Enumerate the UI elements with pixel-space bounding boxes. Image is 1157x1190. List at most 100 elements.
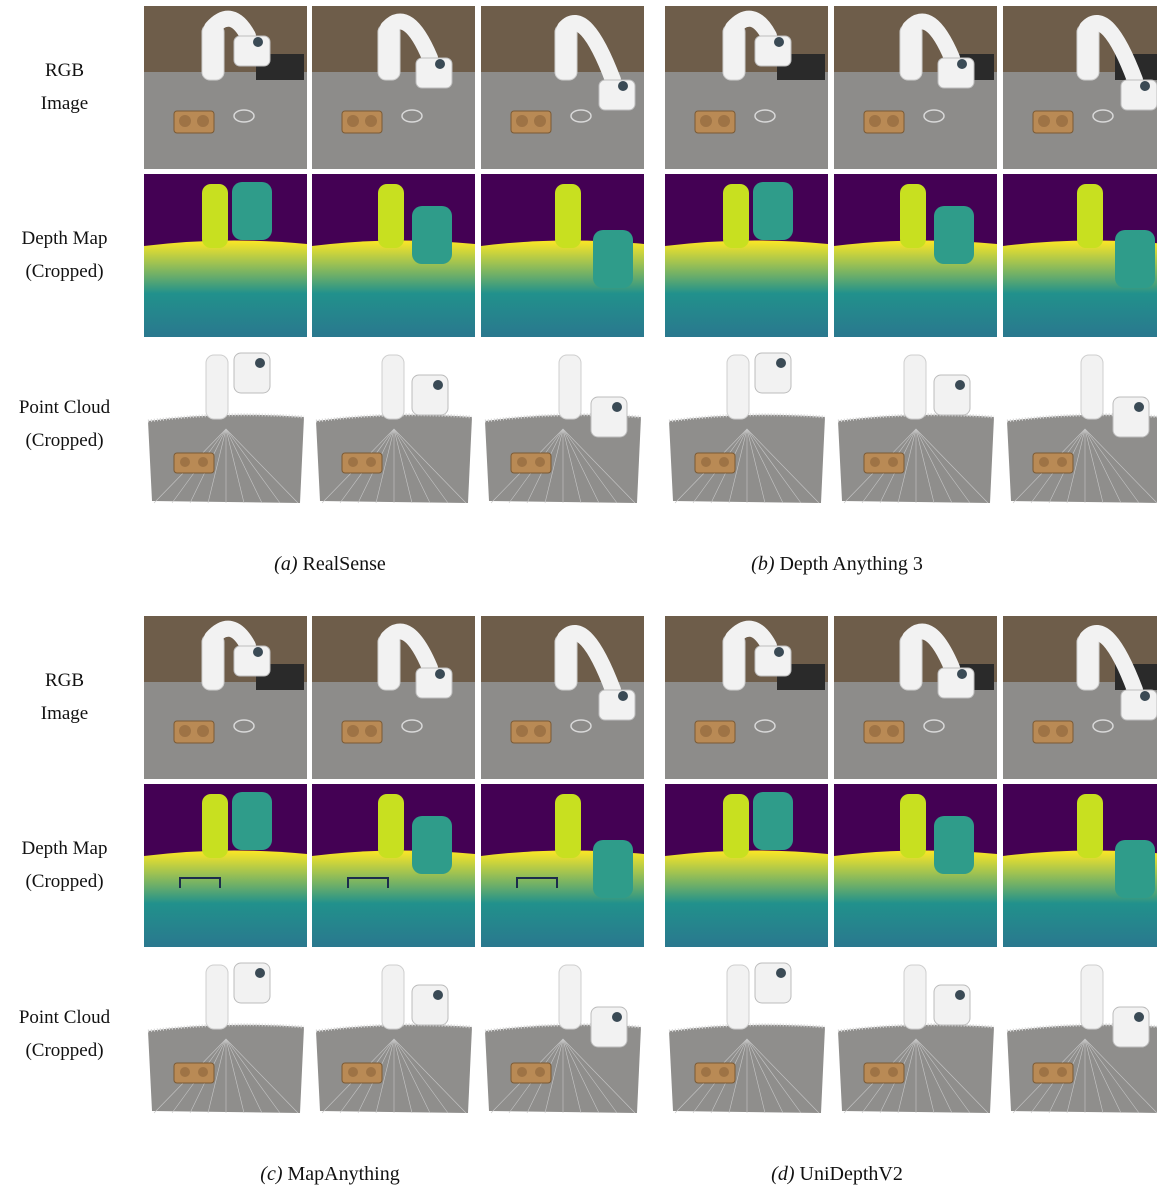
point-cloud-tile bbox=[834, 343, 997, 506]
rgb-image-image bbox=[312, 6, 475, 169]
row-label-depth-map: Depth Map (Cropped) bbox=[2, 222, 127, 288]
panel-caption-tag: (a) bbox=[274, 553, 298, 575]
rgb-image-tile bbox=[665, 616, 828, 779]
row-label-rgb-image: RGB Image bbox=[2, 664, 127, 730]
rgb-image-image bbox=[481, 616, 644, 779]
rgb-image-image bbox=[144, 6, 307, 169]
depth-map-tile bbox=[665, 174, 828, 337]
point-cloud-image bbox=[315, 964, 473, 1114]
depth-map-image bbox=[1003, 784, 1157, 947]
row-label-line: Depth Map bbox=[21, 228, 108, 249]
panel-caption-name: RealSense bbox=[302, 553, 386, 575]
point-cloud-image bbox=[668, 352, 826, 504]
row-label-line: Point Cloud bbox=[18, 1007, 111, 1028]
depth-map-tile bbox=[144, 174, 307, 337]
row-label-point-cloud: Point Cloud (Cropped) bbox=[2, 391, 127, 457]
row-label-line: Point Cloud bbox=[18, 397, 111, 418]
depth-map-tile bbox=[834, 784, 997, 947]
depth-map-image bbox=[481, 784, 644, 947]
point-cloud-image bbox=[147, 352, 305, 504]
point-cloud-tile bbox=[665, 953, 828, 1116]
row-label-line: (Cropped) bbox=[25, 430, 104, 451]
depth-map-tile bbox=[1003, 174, 1157, 337]
point-cloud-tile bbox=[665, 343, 828, 506]
panel-caption: (b) Depth Anything 3 bbox=[627, 553, 1047, 576]
depth-map-image bbox=[834, 174, 997, 337]
rgb-image-tile bbox=[481, 616, 644, 779]
point-cloud-image bbox=[668, 962, 826, 1114]
rgb-image-image bbox=[665, 616, 828, 779]
panel-caption-tag: (c) bbox=[260, 1163, 283, 1185]
depth-map-tile bbox=[834, 174, 997, 337]
depth-map-tile bbox=[312, 174, 475, 337]
rgb-image-image bbox=[834, 616, 997, 779]
point-cloud-image bbox=[315, 354, 473, 504]
panel-caption: (c) MapAnything bbox=[120, 1163, 540, 1186]
point-cloud-tile bbox=[144, 343, 307, 506]
rgb-image-tile bbox=[1003, 6, 1157, 169]
rgb-image-image bbox=[144, 616, 307, 779]
rgb-image-image bbox=[1003, 6, 1157, 169]
rgb-image-tile bbox=[834, 6, 997, 169]
row-label-line: Image bbox=[40, 703, 89, 724]
row-label-line: RGB bbox=[44, 670, 85, 691]
row-label-line: RGB bbox=[44, 60, 85, 81]
row-label-depth-map: Depth Map (Cropped) bbox=[2, 832, 127, 898]
panel-caption: (d) UniDepthV2 bbox=[627, 1163, 1047, 1186]
row-label-line: Depth Map bbox=[21, 838, 108, 859]
rgb-image-tile bbox=[144, 6, 307, 169]
depth-map-image bbox=[144, 174, 307, 337]
panel-caption-name: Depth Anything 3 bbox=[779, 553, 923, 575]
rgb-image-image bbox=[312, 616, 475, 779]
rgb-image-tile bbox=[144, 616, 307, 779]
depth-map-image bbox=[665, 784, 828, 947]
depth-map-image bbox=[481, 174, 644, 337]
row-label-line: (Cropped) bbox=[25, 261, 104, 282]
point-cloud-tile bbox=[834, 953, 997, 1116]
point-cloud-tile bbox=[1003, 343, 1157, 506]
panel-caption: (a) RealSense bbox=[120, 553, 540, 576]
row-label-line: (Cropped) bbox=[25, 871, 104, 892]
depth-map-tile bbox=[312, 784, 475, 947]
depth-map-image bbox=[834, 784, 997, 947]
point-cloud-tile bbox=[1003, 953, 1157, 1116]
rgb-image-tile bbox=[834, 616, 997, 779]
depth-map-tile bbox=[481, 784, 644, 947]
panel-caption-tag: (d) bbox=[771, 1163, 795, 1185]
row-label-line: (Cropped) bbox=[25, 1040, 104, 1061]
depth-map-tile bbox=[1003, 784, 1157, 947]
rgb-image-tile bbox=[481, 6, 644, 169]
depth-map-tile bbox=[665, 784, 828, 947]
rgb-image-tile bbox=[665, 6, 828, 169]
rgb-image-tile bbox=[1003, 616, 1157, 779]
rgb-image-image bbox=[481, 6, 644, 169]
rgb-image-image bbox=[834, 6, 997, 169]
depth-map-image bbox=[312, 174, 475, 337]
rgb-image-tile bbox=[312, 6, 475, 169]
point-cloud-tile bbox=[144, 953, 307, 1116]
depth-map-image bbox=[312, 784, 475, 947]
panel-caption-name: UniDepthV2 bbox=[799, 1163, 903, 1185]
point-cloud-image bbox=[1006, 964, 1157, 1114]
point-cloud-image bbox=[837, 964, 995, 1114]
depth-map-image bbox=[1003, 174, 1157, 337]
point-cloud-image bbox=[484, 964, 642, 1114]
depth-map-tile bbox=[144, 784, 307, 947]
rgb-image-image bbox=[665, 6, 828, 169]
rgb-image-image bbox=[1003, 616, 1157, 779]
point-cloud-tile bbox=[312, 953, 475, 1116]
depth-map-tile bbox=[481, 174, 644, 337]
row-label-point-cloud: Point Cloud (Cropped) bbox=[2, 1001, 127, 1067]
point-cloud-image bbox=[837, 354, 995, 504]
depth-map-image bbox=[665, 174, 828, 337]
depth-map-image bbox=[144, 784, 307, 947]
point-cloud-image bbox=[1006, 354, 1157, 504]
point-cloud-tile bbox=[312, 343, 475, 506]
point-cloud-image bbox=[147, 962, 305, 1114]
row-label-line: Image bbox=[40, 93, 89, 114]
panel-caption-tag: (b) bbox=[751, 553, 775, 575]
row-label-rgb-image: RGB Image bbox=[2, 54, 127, 120]
point-cloud-tile bbox=[481, 343, 644, 506]
panel-caption-name: MapAnything bbox=[287, 1163, 400, 1185]
point-cloud-image bbox=[484, 354, 642, 504]
